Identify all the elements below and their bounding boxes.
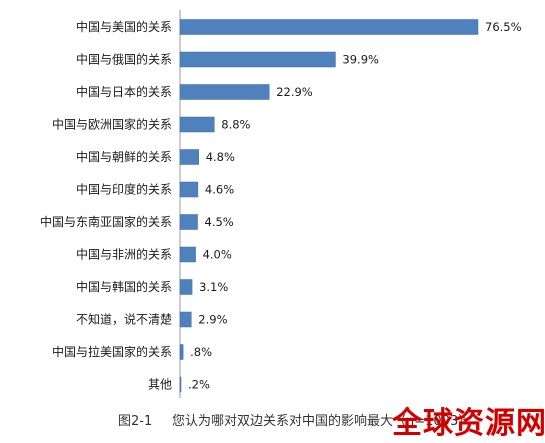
category-label: 中国与拉美国家的关系 <box>52 344 172 359</box>
category-label: 中国与朝鲜的关系 <box>76 149 172 164</box>
category-label: 中国与非洲的关系 <box>76 247 172 262</box>
category-label: 中国与印度的关系 <box>76 182 172 197</box>
bar <box>179 116 215 133</box>
data-label: 2.9% <box>198 313 227 327</box>
bars-group: 中国与美国的关系 76.5% 中国与俄国的关系 39.9% 中国与日本的关系 22.9% 中… <box>40 19 522 393</box>
category-label: 中国与韩国的关系 <box>76 279 172 294</box>
caption-text: 您认为哪对双边关系对中国的影响最大（n=1003） <box>172 414 472 429</box>
bar <box>179 279 193 295</box>
bar <box>179 344 184 360</box>
watermark-logo: 全球资源网 <box>392 406 545 441</box>
category-label: 不知道，说不清楚 <box>76 312 172 327</box>
data-label: 4.8% <box>206 150 235 164</box>
data-label: 8.8% <box>221 118 250 132</box>
figure-number: 图2-1 <box>118 414 153 429</box>
category-label: 中国与日本的关系 <box>76 84 172 99</box>
category-label: 中国与俄国的关系 <box>76 52 172 67</box>
data-label: 4.5% <box>205 215 234 229</box>
bar <box>179 311 192 328</box>
data-label: 39.9% <box>342 53 379 67</box>
category-label: 中国与欧洲国家的关系 <box>52 117 172 132</box>
bar <box>179 214 198 230</box>
bar <box>179 246 196 263</box>
bar <box>179 84 270 100</box>
category-label: 中国与美国的关系 <box>76 19 172 34</box>
data-label: .2% <box>188 378 210 392</box>
bar <box>179 376 182 393</box>
data-label: 76.5% <box>485 20 522 34</box>
data-label: 4.6% <box>205 183 234 197</box>
bar <box>179 19 479 35</box>
data-label: 22.9% <box>276 85 313 99</box>
bar <box>179 149 199 165</box>
bar-chart: 中国与美国的关系 76.5% 中国与俄国的关系 39.9% 中国与日本的关系 22.9% 中… <box>40 10 522 398</box>
data-label: 3.1% <box>199 280 228 294</box>
category-label: 中国与东南亚国家的关系 <box>40 214 172 229</box>
data-label: .8% <box>190 345 212 359</box>
bar <box>179 51 336 68</box>
category-label: 其他 <box>148 378 172 392</box>
bar <box>179 181 199 198</box>
data-label: 4.0% <box>203 248 232 262</box>
